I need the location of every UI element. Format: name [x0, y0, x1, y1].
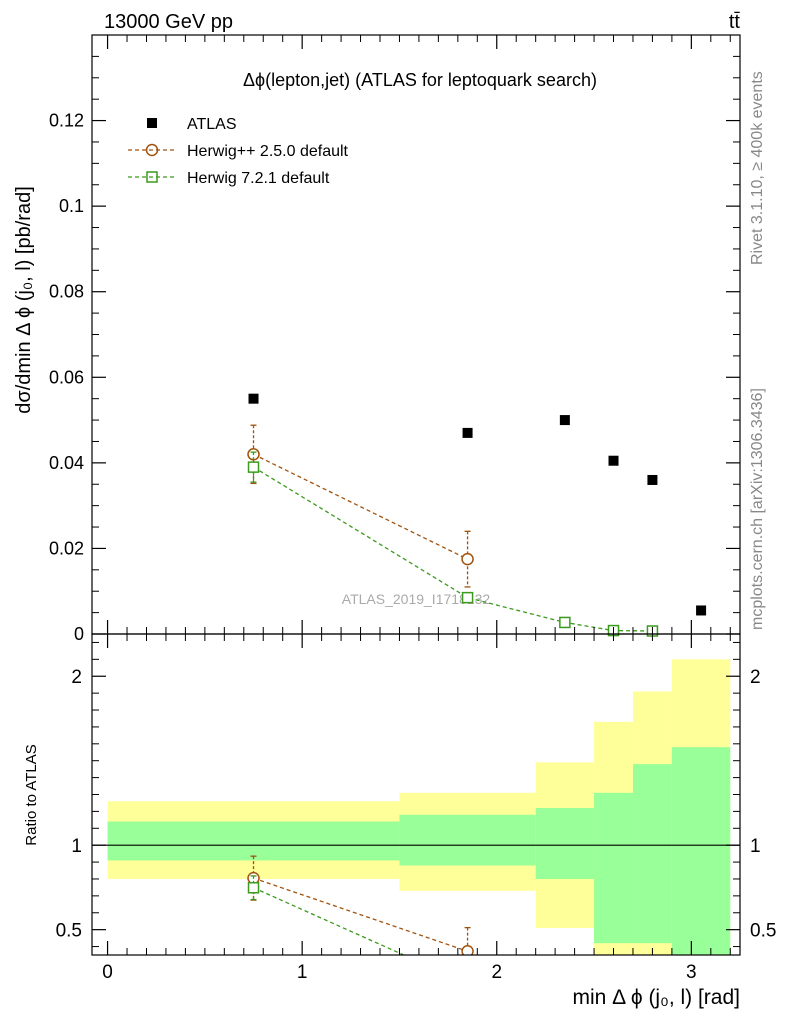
y-tick-label: 0.06	[49, 367, 84, 387]
ratio-y-tick-label-right: 2	[750, 667, 761, 688]
data-point-atlas	[248, 393, 259, 404]
data-point-herwig7	[559, 616, 571, 629]
uncertainty-band-inner	[107, 821, 400, 861]
legend-marker-herwigpp	[145, 143, 159, 157]
ratio-y-tick-label-right: 0.5	[750, 921, 776, 942]
main-y-axis-label: dσ/dmin Δ ϕ (j₀, l) [pb/rad]	[13, 186, 35, 414]
x-axis-label: min Δ ϕ (j₀, l) [rad]	[572, 986, 740, 1009]
data-point-atlas	[608, 455, 619, 466]
data-point-atlas	[647, 474, 658, 485]
ratio-y-tick-label: 0.5	[56, 921, 82, 942]
ratio-series-line	[253, 877, 468, 952]
y-tick-label: 0.02	[49, 538, 84, 558]
main-panel: Δϕ(lepton,jet) (ATLAS for leptoquark sea…	[13, 34, 741, 644]
series-line	[253, 453, 468, 560]
legend-label-herwig7: Herwig 7.2.1 default	[187, 170, 330, 187]
uncertainty-band-inner	[594, 792, 633, 944]
x-tick-label: 2	[491, 962, 502, 983]
y-tick-label: 0.1	[59, 196, 84, 216]
legend-label-atlas: ATLAS	[187, 116, 237, 133]
x-tick-label: 0	[102, 962, 113, 983]
uncertainty-band-inner	[632, 764, 672, 944]
process-label: tt̄	[729, 11, 741, 33]
y-tick-label: 0.08	[49, 282, 84, 302]
legend-label-herwigpp: Herwig++ 2.5.0 default	[187, 143, 349, 160]
ratio-y-tick-label: 1	[71, 836, 82, 857]
data-point-atlas	[696, 605, 707, 616]
x-tick-label: 1	[297, 962, 308, 983]
ratio-y-tick-label: 2	[71, 667, 82, 688]
data-point-herwigpp	[461, 552, 474, 566]
data-point-herwig7	[247, 461, 260, 473]
ratio-y-tick-label-right: 1	[750, 836, 761, 857]
data-point-atlas	[462, 427, 473, 438]
y-tick-label: 0	[74, 624, 84, 644]
x-tick-label: 3	[686, 962, 697, 983]
watermark: ATLAS_2019_I1718132	[342, 591, 491, 607]
mcplots-label: mcplots.cern.ch [arXiv:1306.3436]	[749, 388, 766, 630]
main-title: Δϕ(lepton,jet) (ATLAS for leptoquark sea…	[243, 70, 597, 90]
ratio-point-herwig7	[247, 882, 260, 894]
uncertainty-band-inner	[535, 808, 595, 879]
ratio-panel: Ratio to ATLAS min Δ ϕ (j₀, l) [rad] 0.5…	[23, 633, 776, 1009]
legend-marker-herwig7	[146, 171, 158, 183]
legend-marker-atlas	[147, 118, 157, 128]
data-point-herwig7	[461, 591, 474, 604]
data-point-atlas	[559, 415, 570, 426]
rivet-label: Rivet 3.1.10, ≥ 400k events	[749, 71, 766, 265]
ratio-point-herwig7	[463, 979, 473, 989]
y-tick-label: 0.12	[49, 111, 84, 131]
ratio-point-herwigpp	[461, 945, 474, 955]
uncertainty-band-inner	[399, 814, 536, 866]
ratio-y-axis-label: Ratio to ATLAS	[23, 744, 40, 845]
uncertainty-band-inner	[671, 747, 731, 955]
y-tick-label: 0.04	[49, 453, 84, 473]
ratio-series-line	[253, 887, 406, 955]
legend: ATLAS Herwig++ 2.5.0 default Herwig 7.2.…	[128, 116, 349, 187]
energy-label: 13000 GeV pp	[104, 11, 233, 33]
